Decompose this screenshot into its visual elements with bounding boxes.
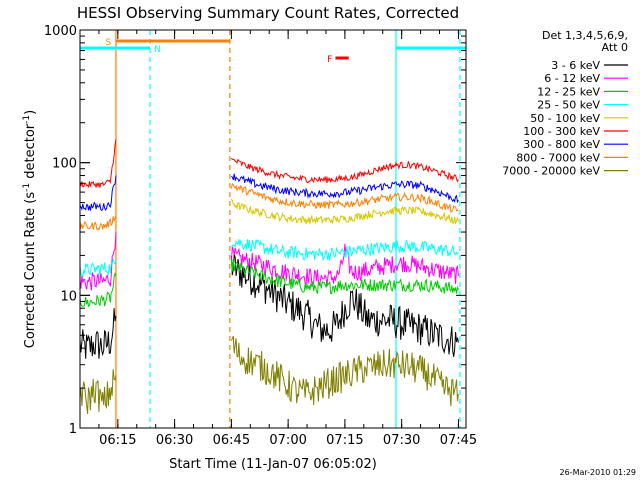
- legend-entry-label: 800 - 7000 keV: [516, 151, 600, 164]
- series-line: [79, 369, 117, 414]
- series-line: [79, 257, 117, 278]
- flag-label: N: [154, 45, 161, 55]
- y-axis-label-main: Corrected Count Rate (s: [23, 192, 38, 349]
- legend-entry-label: 25 - 50 keV: [537, 99, 600, 112]
- legend-header-line-1: Det 1,3,4,5,6,9,: [542, 29, 628, 42]
- series-line: [230, 157, 459, 184]
- series-line: [230, 183, 459, 214]
- legend-entry-label: 12 - 25 keV: [537, 85, 600, 98]
- x-axis: 06:15 06:30 06:45 07:00 07:15 07:30 07:45: [98, 30, 477, 448]
- y-axis-label-end: ): [23, 110, 38, 115]
- y-tick-label: 100: [52, 157, 77, 172]
- timestamp: 26-Mar-2010 01:29: [560, 468, 637, 477]
- x-tick-label: 06:45: [213, 433, 250, 448]
- legend-entry-label: 3 - 6 keV: [551, 59, 600, 72]
- series-line: [230, 198, 459, 225]
- series-line: [79, 175, 117, 212]
- x-tick-label: 06:15: [99, 433, 136, 448]
- legend-entry-label: 100 - 300 keV: [523, 125, 600, 138]
- x-tick-label: 06:30: [156, 433, 193, 448]
- series-line: [79, 139, 117, 189]
- y-axis-label: Corrected Count Rate (s-1 detector-1): [22, 110, 38, 348]
- legend-entry-label: 300 - 800 keV: [523, 138, 600, 151]
- y-tick-label: 1: [69, 422, 77, 437]
- x-tick-label: 07:15: [326, 433, 363, 448]
- legend-entry-label: 7000 - 20000 keV: [502, 165, 600, 178]
- series-7000-20000-kev: [79, 335, 459, 414]
- plot-frame: [79, 29, 467, 429]
- y-tick-label: 10: [60, 289, 77, 304]
- series-line: [230, 243, 459, 288]
- series-line: [231, 173, 459, 204]
- series-25-50-kev: [79, 239, 459, 278]
- y-axis-label-sup1: -1: [22, 183, 32, 192]
- y-axis-label-mid: detector: [23, 123, 38, 183]
- series-line: [230, 254, 459, 357]
- x-tick-label: 07:30: [383, 433, 420, 448]
- series-line: [79, 271, 117, 308]
- series-3-6-kev: [79, 254, 459, 359]
- legend-header-line-2: Att 0: [602, 41, 628, 54]
- series-line: [230, 335, 459, 407]
- legend-entry-label: 50 - 100 keV: [530, 112, 600, 125]
- y-axis: 1 10 100 1000: [44, 24, 466, 437]
- series-800-7000-kev: [79, 183, 459, 231]
- series-100-300-kev: [79, 139, 459, 189]
- series-line: [79, 231, 117, 291]
- plot-area: S N F: [79, 29, 467, 429]
- series-300-800-kev: [79, 173, 459, 212]
- series-line: [230, 259, 459, 295]
- x-tick-label: 07:00: [269, 433, 306, 448]
- flag-label: F: [327, 55, 332, 65]
- y-tick-label: 1000: [44, 24, 77, 39]
- observing-flags: S N F: [80, 38, 466, 65]
- series-group: [79, 139, 459, 414]
- series-line: [79, 215, 117, 231]
- x-axis-label: Start Time (11-Jan-07 06:05:02): [169, 457, 377, 472]
- y-axis-label-sup2: -1: [22, 115, 32, 124]
- series-50-100-kev: [230, 198, 459, 225]
- series-line: [231, 239, 459, 262]
- flag-label: S: [106, 38, 112, 48]
- x-tick-label: 07:45: [440, 433, 477, 448]
- series-line: [79, 308, 117, 359]
- chart-title: HESSI Observing Summary Count Rates, Cor…: [77, 4, 459, 22]
- legend-entry-label: 6 - 12 keV: [544, 72, 600, 85]
- series-6-12-kev: [79, 231, 459, 291]
